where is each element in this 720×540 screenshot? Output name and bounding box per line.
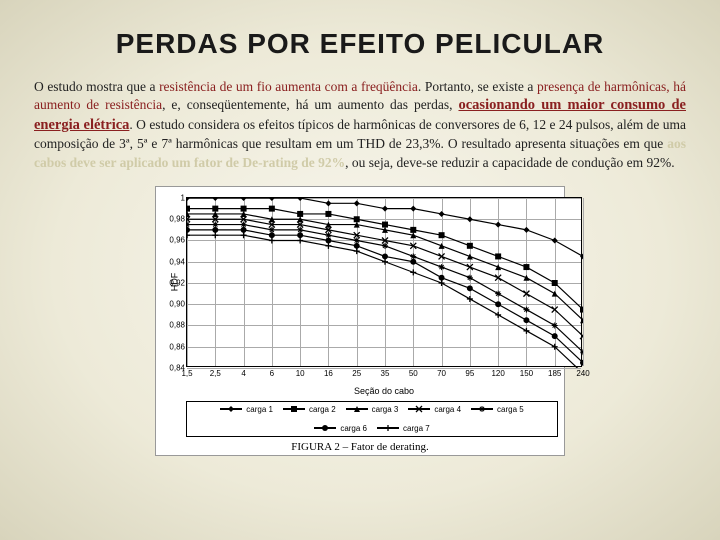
x-tick-label: 35 <box>381 369 390 378</box>
legend-item: carga 6 <box>314 424 367 433</box>
y-tick-label: 0,98 <box>165 215 185 224</box>
x-tick-label: 95 <box>465 369 474 378</box>
legend-swatch <box>471 405 493 413</box>
legend-item: carga 5 <box>471 405 524 414</box>
legend-swatch <box>220 405 242 413</box>
legend-swatch <box>346 405 368 413</box>
x-tick-label: 25 <box>352 369 361 378</box>
legend-swatch <box>377 424 399 432</box>
page-title: PERDAS POR EFEITO PELICULAR <box>34 28 686 60</box>
y-tick-label: 0,94 <box>165 257 185 266</box>
legend-label: carga 6 <box>340 424 367 433</box>
text-run: O estudo mostra que a <box>34 79 159 94</box>
y-tick-label: 0,90 <box>165 300 185 309</box>
legend-label: carga 4 <box>434 405 461 414</box>
legend-swatch <box>283 405 305 413</box>
text-run: . Portanto, se existe a <box>418 79 537 94</box>
chart-plot-area: HDF Seção do cabo 0,840,860,880,900,920,… <box>186 197 582 367</box>
y-tick-label: 0,88 <box>165 321 185 330</box>
x-tick-label: 6 <box>270 369 274 378</box>
body-paragraph: O estudo mostra que a resistência de um … <box>34 78 686 172</box>
legend-item: carga 7 <box>377 424 430 433</box>
legend-swatch <box>408 405 430 413</box>
chart-legend: carga 1 carga 2 carga 3 carga 4 carga 5 carga… <box>186 401 558 437</box>
grid-line-v <box>583 198 584 366</box>
x-tick-label: 150 <box>520 369 533 378</box>
legend-swatch <box>314 424 336 432</box>
x-tick-label: 2,5 <box>210 369 221 378</box>
x-tick-label: 120 <box>491 369 504 378</box>
x-tick-label: 4 <box>241 369 245 378</box>
y-tick-label: 0,96 <box>165 236 185 245</box>
chart-caption: FIGURA 2 – Fator de derating. <box>162 441 558 453</box>
x-tick-label: 240 <box>576 369 589 378</box>
x-tick-label: 1,5 <box>181 369 192 378</box>
y-tick-label: 0,92 <box>165 278 185 287</box>
x-tick-label: 185 <box>548 369 561 378</box>
highlight-resistance: resistência de um fio aumenta com a freq… <box>159 79 418 94</box>
chart-svg <box>187 198 583 368</box>
legend-label: carga 7 <box>403 424 430 433</box>
legend-item: carga 1 <box>220 405 273 414</box>
text-run: . O estudo considera os efeitos típicos … <box>34 117 686 152</box>
x-tick-label: 50 <box>409 369 418 378</box>
legend-label: carga 5 <box>497 405 524 414</box>
legend-item: carga 3 <box>346 405 399 414</box>
chart-x-label: Seção do cabo <box>354 386 414 396</box>
legend-item: carga 2 <box>283 405 336 414</box>
legend-label: carga 2 <box>309 405 336 414</box>
y-tick-label: 0,86 <box>165 342 185 351</box>
text-run: , e, conseqüentemente, há um aumento das… <box>162 97 458 112</box>
slide: PERDAS POR EFEITO PELICULAR O estudo mos… <box>0 0 720 540</box>
legend-label: carga 1 <box>246 405 273 414</box>
legend-item: carga 4 <box>408 405 461 414</box>
y-tick-label: 1 <box>165 193 185 202</box>
legend-label: carga 3 <box>372 405 399 414</box>
chart-figure: HDF Seção do cabo 0,840,860,880,900,920,… <box>155 186 565 456</box>
x-tick-label: 16 <box>324 369 333 378</box>
x-tick-label: 70 <box>437 369 446 378</box>
text-run: , ou seja, deve-se reduzir a capacidade … <box>345 155 674 170</box>
x-tick-label: 10 <box>296 369 305 378</box>
